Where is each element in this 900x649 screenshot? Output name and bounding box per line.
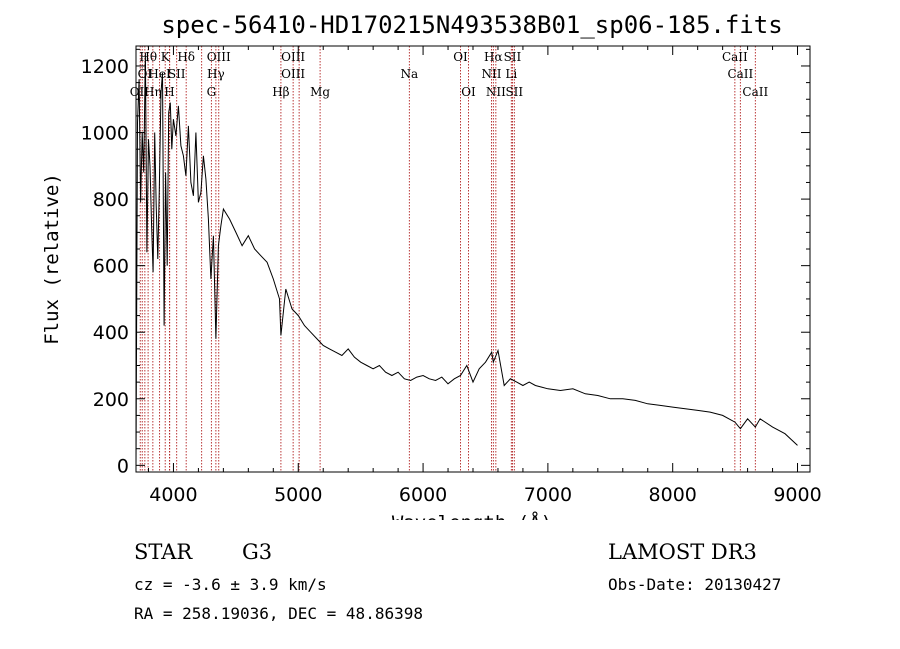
x-tick-label-5: 9000 bbox=[773, 484, 821, 506]
spectrum-series-line bbox=[135, 52, 798, 466]
x-tick-label-2: 6000 bbox=[399, 484, 447, 506]
y-axis-label: Flux (relative) bbox=[41, 173, 63, 345]
x-tick-label-1: 5000 bbox=[274, 484, 322, 506]
y-tick-label-4: 800 bbox=[93, 189, 129, 211]
x-tick-label-0: 4000 bbox=[149, 484, 197, 506]
spectral-line-label-2: K bbox=[161, 50, 171, 64]
spectral-line-label-15: Na bbox=[401, 67, 419, 81]
survey-name: LAMOST DR3 bbox=[608, 540, 757, 564]
spectral-line-label-16: NII bbox=[481, 67, 501, 81]
chart-title: spec-56410-HD170215N493538B01_sp06-185.f… bbox=[161, 11, 782, 39]
spectral-line-label-18: CaII bbox=[727, 67, 753, 81]
spectral-line-label-11: HeI bbox=[148, 67, 171, 81]
x-tick-label-4: 8000 bbox=[649, 484, 697, 506]
y-tick-label-6: 1200 bbox=[81, 56, 129, 78]
spectral-line-label-13: Hγ bbox=[207, 67, 225, 81]
spectral-line-label-24: OI bbox=[461, 85, 476, 99]
spectral-line-label-4: OIII bbox=[207, 50, 231, 64]
y-tick-label-1: 200 bbox=[93, 389, 129, 411]
axis-ticks: 4000 5000 6000 7000 8000 9000 0 200 400 600 800 100… bbox=[81, 46, 822, 506]
spectral-line-label-23: Mg bbox=[310, 85, 330, 99]
observation-date: Obs-Date: 20130427 bbox=[608, 575, 782, 594]
y-tick-label-3: 600 bbox=[93, 256, 129, 278]
spectral-line-label-22: Hβ bbox=[272, 85, 289, 99]
spectral-line-label-5: OIII bbox=[281, 50, 305, 64]
redshift-velocity: cz = -3.6 ± 3.9 km/s bbox=[134, 575, 327, 594]
spectral-line-label-26: SII bbox=[505, 85, 523, 99]
spectrum-chart: spec-56410-HD170215N493538B01_sp06-185.f… bbox=[41, 11, 822, 534]
y-tick-label-2: 400 bbox=[93, 322, 129, 344]
spectral-line-label-21: G bbox=[207, 85, 217, 99]
object-subclass: G3 bbox=[242, 540, 273, 564]
spectral-line-markers bbox=[139, 46, 756, 472]
spectral-line-label-9: CaII bbox=[722, 50, 748, 64]
spectral-line-label-8: SII bbox=[504, 50, 522, 64]
spectral-line-label-7: Hα bbox=[484, 50, 503, 64]
spectral-line-label-17: Li bbox=[505, 67, 517, 81]
y-tick-label-0: 0 bbox=[117, 455, 129, 477]
spectral-line-label-6: OI bbox=[453, 50, 468, 64]
x-tick-label-3: 7000 bbox=[524, 484, 572, 506]
spectral-line-label-19: Hη bbox=[144, 85, 162, 99]
spectral-line-label-3: Hδ bbox=[177, 50, 195, 64]
spectral-line-label-20: H bbox=[164, 85, 174, 99]
spectral-line-label-25: NII bbox=[486, 85, 506, 99]
object-class: STAR bbox=[134, 540, 193, 564]
spectral-line-label-1: Hθ bbox=[139, 50, 157, 64]
plot-frame bbox=[135, 45, 811, 473]
x-axis-label: Wavelength (Å) bbox=[392, 511, 552, 520]
y-tick-label-5: 1000 bbox=[81, 123, 129, 145]
spectral-line-label-12: SII bbox=[168, 67, 186, 81]
spectral-line-label-14: OIII bbox=[281, 67, 305, 81]
spectral-line-label-27: CaII bbox=[742, 85, 768, 99]
sky-coordinates: RA = 258.19036, DEC = 48.86398 bbox=[134, 604, 423, 623]
